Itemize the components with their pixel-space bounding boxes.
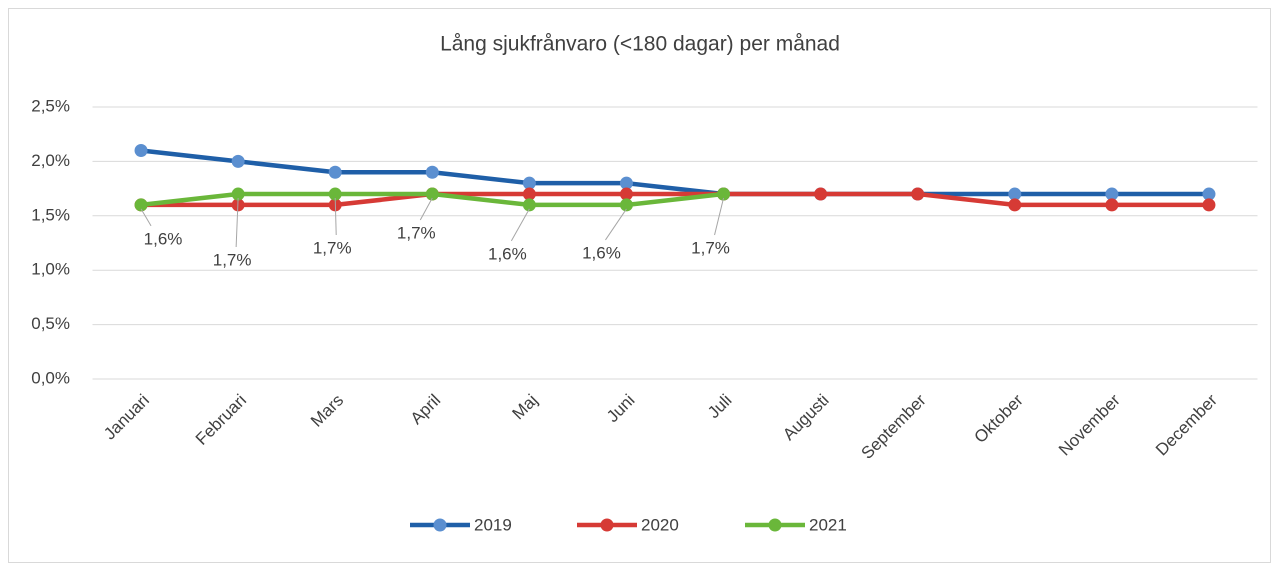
marker: [814, 187, 828, 201]
y-tick-label: 1,5%: [31, 205, 70, 224]
marker: [619, 198, 633, 212]
data-label: 1,6%: [488, 244, 527, 263]
marker: [1202, 198, 1216, 212]
marker: [1105, 187, 1119, 201]
marker: [134, 144, 148, 158]
marker: [911, 187, 925, 201]
leader-line: [235, 198, 239, 248]
marker: [231, 187, 245, 201]
y-tick-label: 2,0%: [31, 151, 70, 170]
marker: [134, 198, 148, 212]
marker: [231, 154, 245, 168]
legend-label: 2020: [641, 515, 679, 534]
data-label: 1,7%: [213, 251, 252, 270]
data-label: 1,6%: [144, 229, 183, 248]
marker: [522, 176, 536, 190]
marker: [425, 187, 439, 201]
leader-line: [334, 198, 337, 236]
marker: [425, 165, 439, 179]
data-label: 1,7%: [313, 239, 352, 258]
y-tick-label: 0,5%: [31, 314, 70, 333]
marker: [619, 187, 633, 201]
leader-line: [714, 197, 725, 236]
data-label: 1,6%: [582, 243, 621, 262]
data-label: 1,7%: [691, 239, 730, 258]
marker: [522, 187, 536, 201]
data-label: 1,7%: [397, 224, 436, 243]
leader-line: [605, 208, 627, 241]
chart-title: Lång sjukfrånvaro (<180 dagar) per månad: [440, 33, 840, 56]
marker: [1008, 187, 1022, 201]
chart-frame: [8, 8, 1271, 563]
y-tick-label: 1,0%: [31, 260, 70, 279]
leader-line: [510, 208, 530, 242]
legend-marker: [600, 518, 614, 532]
legend-label: 2019: [474, 515, 512, 534]
marker: [1008, 198, 1022, 212]
marker: [1202, 187, 1216, 201]
y-tick-label: 2,5%: [31, 96, 70, 115]
series-line: [140, 148, 1209, 197]
marker: [522, 198, 536, 212]
legend-marker: [433, 518, 447, 532]
leader-line: [140, 208, 152, 227]
leader-line: [419, 197, 433, 221]
marker: [1105, 198, 1119, 212]
marker: [328, 165, 342, 179]
marker: [717, 187, 731, 201]
y-tick-label: 0,0%: [31, 368, 70, 387]
series-line: [141, 191, 1209, 208]
marker: [328, 187, 342, 201]
legend-marker: [768, 518, 782, 532]
legend-label: 2021: [809, 515, 847, 534]
marker: [619, 176, 633, 190]
